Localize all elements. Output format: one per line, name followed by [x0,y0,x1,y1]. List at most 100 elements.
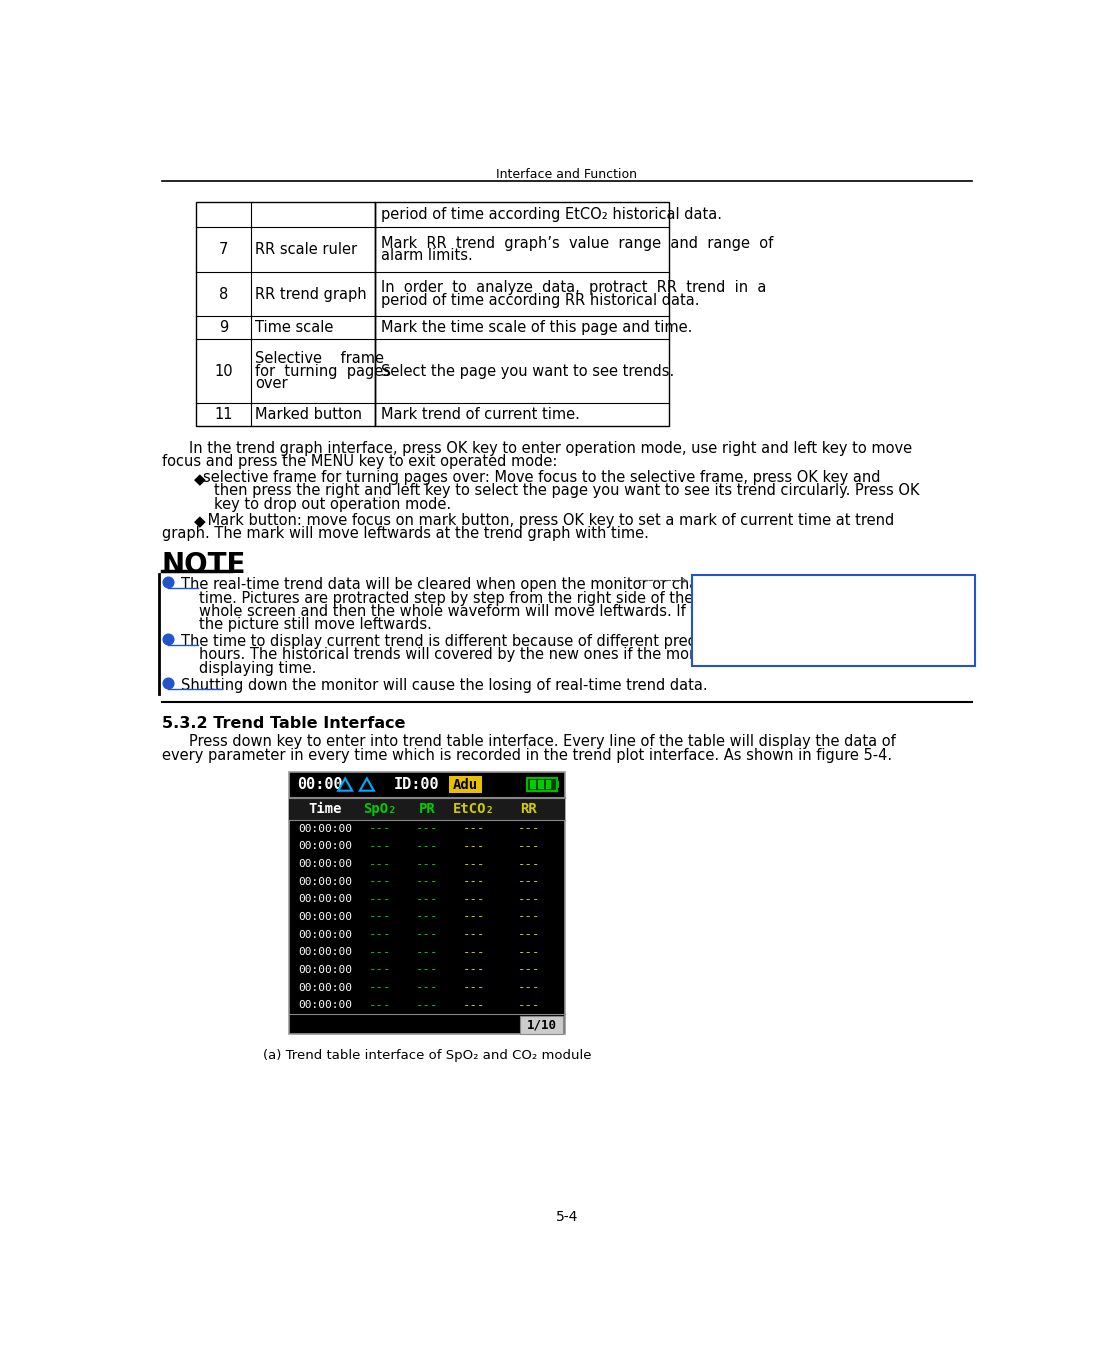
Text: Marked button: Marked button [255,407,363,422]
Text: 00:00:00: 00:00:00 [299,912,352,922]
Text: 5.3.2 Trend Table Interface: 5.3.2 Trend Table Interface [161,716,405,731]
Text: RR trend graph: RR trend graph [255,287,367,302]
Bar [539,780,543,790]
Text: selective frame for turning pages over: Move focus to the selective frame, press: selective frame for turning pages over: … [202,470,880,485]
Text: ---: --- [416,911,438,923]
Text: In the trend graph interface, press OK key to enter operation mode, use right an: In the trend graph interface, press OK k… [189,441,911,456]
Bar [531,780,535,790]
Text: ---: --- [518,893,540,906]
Text: NOTE: NOTE [161,552,246,579]
Bar [520,1015,563,1034]
Text: then press the right and left key to select the page you want to see its trend c: then press the right and left key to sel… [215,484,920,499]
Text: ---: --- [369,911,392,923]
Text: SpO₂: SpO₂ [364,802,397,816]
Bar [449,776,481,794]
Text: 00:00:00: 00:00:00 [299,964,352,975]
Text: + 对齐位置:  0.74 厘米 +: + 对齐位置: 0.74 厘米 + [697,616,815,630]
Text: ---: --- [518,858,540,870]
Text: 1.71 字符， 悬挂缩进: 3.6: 1.71 字符， 悬挂缩进: 3.6 [697,591,813,605]
Text: ---: --- [369,840,392,852]
Text: ---: --- [518,840,540,852]
Text: ---: --- [518,911,540,923]
Text: 00:00: 00:00 [298,777,343,792]
Text: ---: --- [518,999,540,1012]
Text: 1/10: 1/10 [526,1018,556,1031]
Text: alarm limits.: alarm limits. [380,249,472,264]
Text: 00:00:00: 00:00:00 [299,947,352,958]
Text: Mark the time scale of this page and time.: Mark the time scale of this page and tim… [380,321,692,336]
Text: ◆: ◆ [194,514,206,529]
Text: The real-time trend data will be cleared when open the monitor or change patient: The real-time trend data will be cleared… [181,578,862,593]
Text: 制表符后于:  1.48 厘米 +: 制表符后于: 1.48 厘米 + [697,628,808,642]
Text: 00:00:00: 00:00:00 [299,824,352,833]
Text: ---: --- [462,822,484,835]
Text: 10: 10 [215,363,232,378]
Text: ◆: ◆ [194,471,206,486]
Text: ---: --- [518,945,540,959]
Text: Press down key to enter into trend table interface. Every line of the table will: Press down key to enter into trend table… [189,735,896,750]
Text: 00:00:00: 00:00:00 [299,1000,352,1011]
Text: In  order  to  analyze  data,  protract  RR  trend  in  a: In order to analyze data, protract RR tr… [380,280,766,295]
Text: period of time according EtCO₂ historical data.: period of time according EtCO₂ historica… [380,208,722,223]
Text: Shutting down the monitor will cause the losing of real-time trend data.: Shutting down the monitor will cause the… [181,679,708,694]
Text: ---: --- [518,981,540,994]
Text: ---: --- [416,928,438,941]
Text: 带格式的： 缩进: 左侧:: 带格式的： 缩进: 左侧: [697,579,783,593]
Text: ---: --- [369,928,392,941]
Text: 00:00:00: 00:00:00 [299,982,352,993]
Text: Adu: Adu [452,777,478,791]
Text: ---: --- [416,858,438,870]
Text: EtCO₂: EtCO₂ [452,802,494,816]
Text: every parameter in every time which is recorded in the trend plot interface. As : every parameter in every time which is r… [161,747,891,762]
Text: time. Pictures are protracted step by step from the right side of the screen unt: time. Pictures are protracted step by st… [199,590,875,605]
Text: ---: --- [369,858,392,870]
Bar [528,777,556,791]
Text: ---: --- [518,963,540,977]
Text: displaying time.: displaying time. [199,661,316,676]
Text: whole screen and then the whole waveform will move leftwards. If there no measur: whole screen and then the whole waveform… [199,604,891,619]
Text: ---: --- [462,840,484,852]
Text: ---: --- [416,981,438,994]
Text: graph. The mark will move leftwards at the trend graph with time.: graph. The mark will move leftwards at t… [161,526,648,541]
Text: ---: --- [462,963,484,977]
Text: ---: --- [416,963,438,977]
Bar [197,202,375,426]
Text: for  turning  pages: for turning pages [255,363,392,378]
Text: ---: --- [462,945,484,959]
Text: RR scale ruler: RR scale ruler [255,242,357,257]
Text: ---: --- [518,928,540,941]
Text: ---: --- [369,981,392,994]
Bar [375,202,669,426]
Text: (a) Trend table interface of SpO₂ and CO₂ module: (a) Trend table interface of SpO₂ and CO… [263,1049,592,1063]
Text: ---: --- [462,911,484,923]
Text: ---: --- [369,999,392,1012]
Text: ---: --- [462,999,484,1012]
Text: ---: --- [369,893,392,906]
Text: 7: 7 [219,242,228,257]
Bar [290,772,564,1034]
Text: ---: --- [369,822,392,835]
Text: 00:00:00: 00:00:00 [299,877,352,887]
Text: ---: --- [416,999,438,1012]
Text: RR: RR [520,802,538,816]
Text: Time scale: Time scale [255,321,334,336]
Text: 缩进位置:  1.48 厘米， 制: 缩进位置: 1.48 厘米， 制 [697,641,805,654]
Text: Mark button: move focus on mark button, press OK key to set a mark of current ti: Mark button: move focus on mark button, … [202,512,894,527]
Text: ---: --- [416,822,438,835]
Text: ---: --- [416,840,438,852]
Text: 5-4: 5-4 [555,1209,578,1224]
Bar [556,781,559,788]
Text: over: over [255,376,288,391]
Text: Mark trend of current time.: Mark trend of current time. [380,407,580,422]
Text: 8: 8 [219,287,228,302]
Text: Mark  RR  trend  graph’s  value  range  and  range  of: Mark RR trend graph’s value range and ra… [380,236,773,251]
Text: ---: --- [462,893,484,906]
Text: ID:00: ID:00 [394,777,439,792]
Text: 11: 11 [215,407,232,422]
Text: The time to display current trend is different because of different precision. T: The time to display current trend is dif… [181,634,865,649]
Text: ---: --- [462,928,484,941]
Text: the picture still move leftwards.: the picture still move leftwards. [199,616,431,631]
Text: PR: PR [418,802,436,816]
Text: ---: --- [416,945,438,959]
Text: Selective    frame: Selective frame [255,351,384,366]
